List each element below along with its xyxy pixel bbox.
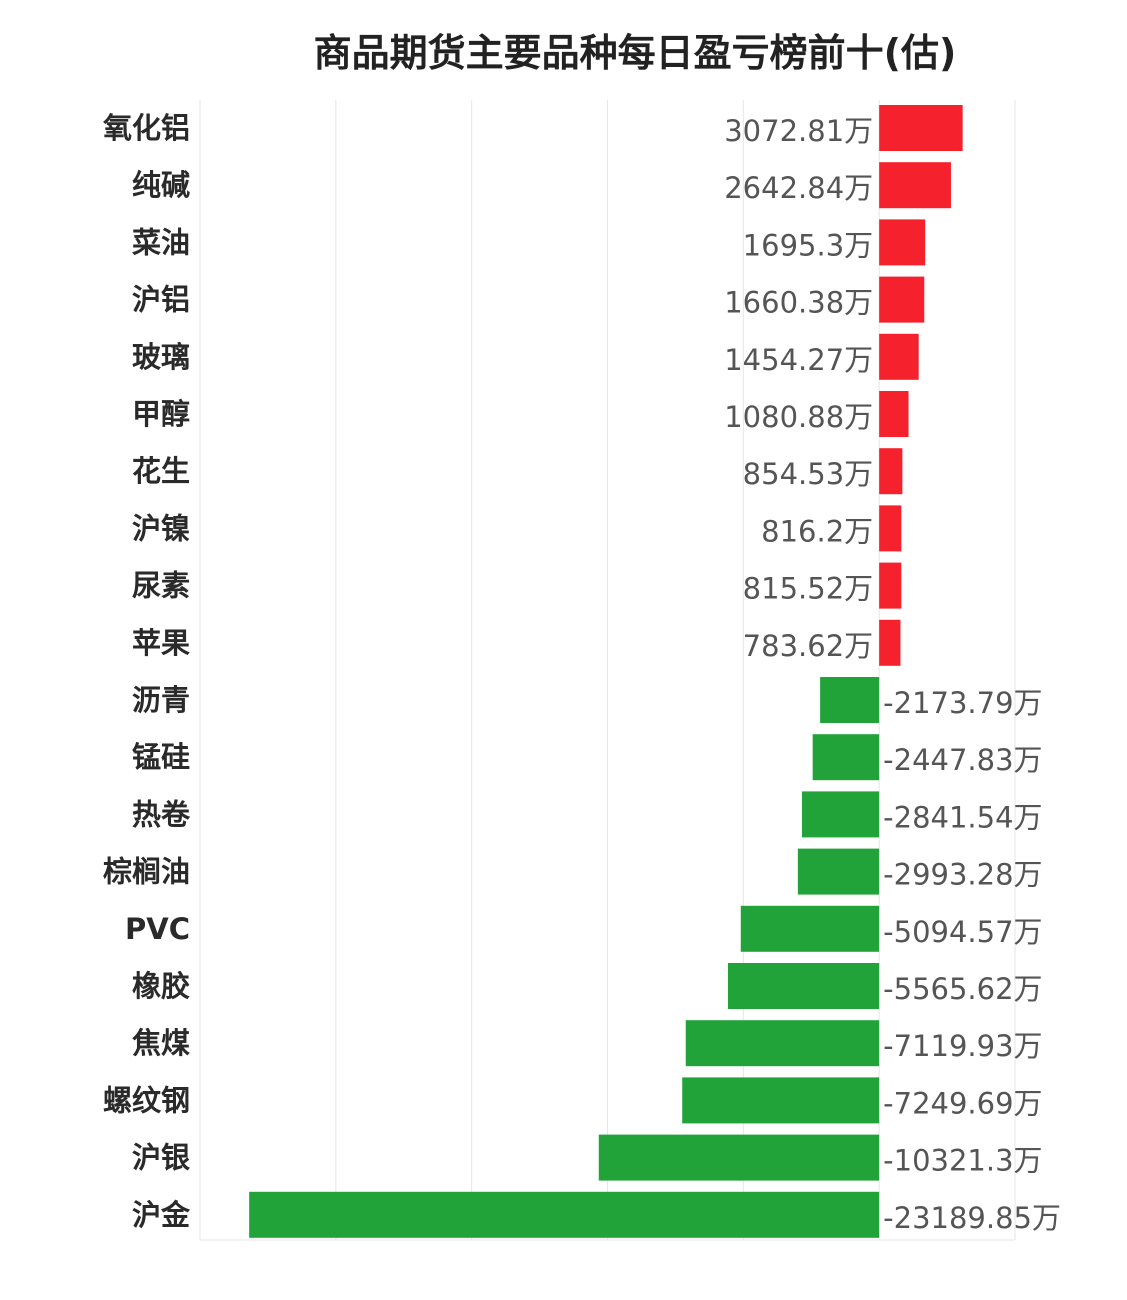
bar-17 bbox=[682, 1077, 880, 1124]
data-label: -2993.28万 bbox=[883, 858, 1042, 892]
category-label: 锰硅 bbox=[132, 740, 190, 774]
data-label: -2173.79万 bbox=[883, 686, 1042, 720]
bar-14 bbox=[740, 905, 880, 952]
bar-6 bbox=[879, 448, 903, 495]
bar-13 bbox=[797, 848, 880, 895]
data-label: -23189.85万 bbox=[883, 1201, 1061, 1235]
data-label: -10321.3万 bbox=[883, 1144, 1042, 1178]
data-label: 816.2万 bbox=[761, 514, 873, 548]
data-label: -2841.54万 bbox=[883, 800, 1042, 834]
category-label: 纯碱 bbox=[132, 168, 190, 202]
category-label: 橡胶 bbox=[132, 969, 190, 1003]
bar-7 bbox=[879, 505, 902, 552]
category-label: 沪金 bbox=[132, 1198, 191, 1232]
data-label: -5565.62万 bbox=[883, 972, 1042, 1006]
bar-12 bbox=[801, 791, 880, 838]
bar-11 bbox=[812, 734, 880, 781]
bar-9 bbox=[879, 619, 901, 666]
category-label: 棕榈油 bbox=[103, 855, 190, 889]
category-label: 甲醇 bbox=[132, 397, 190, 431]
bar-3 bbox=[879, 276, 925, 323]
category-label: 热卷 bbox=[132, 797, 191, 831]
chart-title: 商品期货主要品种每日盈亏榜前十(估) bbox=[313, 31, 957, 75]
bar-16 bbox=[685, 1020, 880, 1067]
data-label: -2447.83万 bbox=[883, 743, 1042, 777]
data-label: 783.62万 bbox=[743, 629, 873, 663]
bar-2 bbox=[879, 219, 926, 266]
data-label: 1080.88万 bbox=[724, 400, 873, 434]
bar-4 bbox=[879, 333, 919, 380]
category-label: 沥青 bbox=[132, 683, 190, 717]
category-label: 玻璃 bbox=[132, 340, 190, 374]
bar-0 bbox=[879, 105, 963, 151]
bar-1 bbox=[879, 162, 951, 209]
bar-8 bbox=[879, 562, 902, 609]
category-label: 苹果 bbox=[132, 626, 190, 660]
category-label: 氧化铝 bbox=[102, 111, 190, 145]
data-label: 815.52万 bbox=[743, 572, 873, 606]
bar-18 bbox=[598, 1134, 880, 1181]
category-label: 尿素 bbox=[132, 569, 190, 603]
category-label: 沪镍 bbox=[132, 511, 190, 545]
bar-19 bbox=[249, 1191, 880, 1238]
category-label: 花生 bbox=[132, 454, 190, 488]
data-label: 1454.27万 bbox=[724, 343, 873, 377]
data-label: 3072.81万 bbox=[724, 114, 873, 148]
category-label: 菜油 bbox=[132, 225, 190, 259]
bars-layer bbox=[249, 105, 963, 1238]
data-label: 2642.84万 bbox=[724, 171, 873, 205]
bar-10 bbox=[820, 677, 880, 723]
bar-5 bbox=[879, 391, 909, 437]
grid-layer bbox=[199, 100, 1016, 1241]
category-label: 焦煤 bbox=[132, 1026, 190, 1060]
data-label: 1695.3万 bbox=[743, 228, 873, 262]
bar-15 bbox=[727, 963, 880, 1009]
category-label: 螺纹钢 bbox=[103, 1083, 190, 1117]
category-label: 沪铝 bbox=[132, 283, 190, 317]
data-label: 1660.38万 bbox=[724, 286, 873, 320]
data-label: -5094.57万 bbox=[883, 915, 1042, 949]
data-label: -7119.93万 bbox=[883, 1029, 1042, 1063]
data-label: -7249.69万 bbox=[883, 1086, 1042, 1120]
data-label: 854.53万 bbox=[743, 457, 873, 491]
category-label: 沪银 bbox=[132, 1141, 190, 1175]
category-label: PVC bbox=[125, 912, 190, 946]
